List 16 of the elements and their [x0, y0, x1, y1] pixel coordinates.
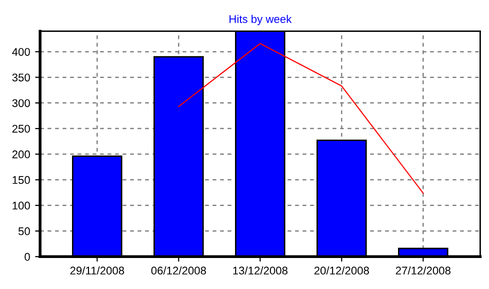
chart-title: Hits by week	[230, 14, 292, 26]
y-tick-label: 250	[12, 124, 30, 133]
line-series	[178, 42, 424, 194]
y-tick-label: 400	[12, 48, 30, 56]
y-tick-label: 200	[12, 150, 30, 158]
y-tick-label: 150	[12, 176, 30, 184]
x-tick-label: 20/12/2008	[314, 266, 369, 275]
x-tick-label: 13/12/2008	[233, 266, 288, 275]
y-tick-label: 0	[24, 252, 30, 261]
x-tick-label: 27/12/2008	[396, 266, 450, 275]
y-tick-label: 300	[12, 99, 30, 108]
x-tick-label: 29/11/2008	[70, 266, 124, 275]
y-tick-label: 50	[18, 227, 30, 236]
y-tick-label: 100	[12, 202, 30, 210]
x-tick-label: 06/12/2008	[151, 266, 206, 275]
y-tick-label: 350	[12, 74, 30, 82]
